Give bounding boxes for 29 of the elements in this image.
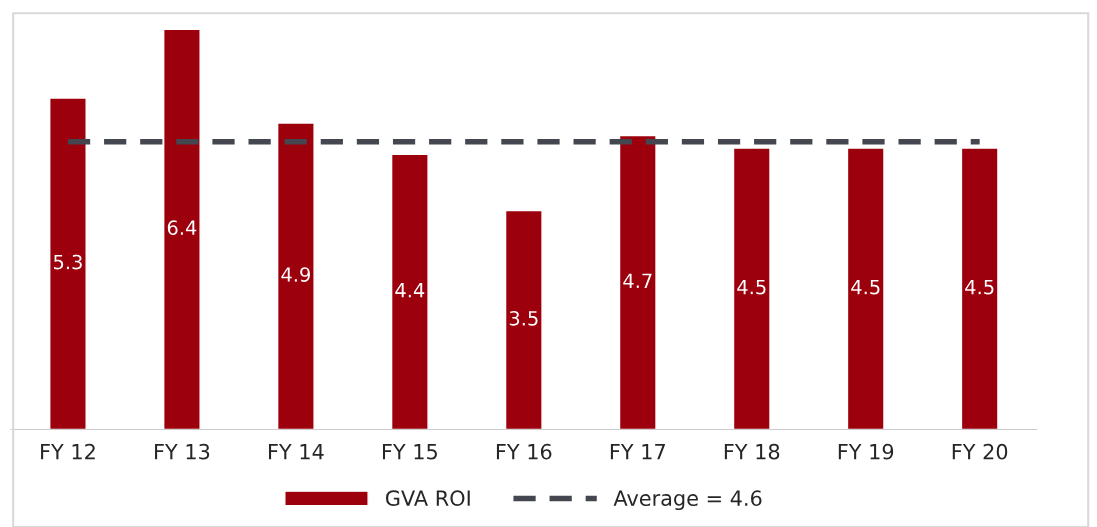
x-tick-label: FY 20 xyxy=(952,443,1008,460)
bar xyxy=(390,153,429,430)
x-tick-label: FY 18 xyxy=(724,443,780,460)
data-label: 4.5 xyxy=(965,279,994,295)
data-label: 3.5 xyxy=(509,310,538,326)
bar xyxy=(732,147,771,430)
data-label: 4.7 xyxy=(623,273,652,288)
data-label: 6.4 xyxy=(167,220,197,235)
data-label: 4.9 xyxy=(281,267,310,282)
bar xyxy=(504,209,543,430)
data-label: 4.4 xyxy=(395,283,425,298)
bar xyxy=(162,28,201,430)
bar xyxy=(618,134,657,430)
data-label: 4.5 xyxy=(737,279,766,295)
bar xyxy=(49,97,87,430)
legend-label: GVA ROI xyxy=(385,490,470,507)
x-tick-label: FY 19 xyxy=(838,443,894,460)
bar xyxy=(846,147,885,430)
data-label: 4.5 xyxy=(851,279,880,295)
x-tick-label: FY 12 xyxy=(41,443,95,460)
legend-label: Average = 4.6 xyxy=(613,490,762,511)
x-tick-label: FY 17 xyxy=(610,444,665,460)
x-tick-label: FY 14 xyxy=(269,444,324,460)
bar xyxy=(276,122,315,430)
x-tick-label: FY 15 xyxy=(382,444,437,460)
x-tick-label: FY 16 xyxy=(496,443,552,460)
data-label: 5.3 xyxy=(53,254,82,270)
x-tick-label: FY 13 xyxy=(155,443,210,460)
bar xyxy=(960,147,999,430)
